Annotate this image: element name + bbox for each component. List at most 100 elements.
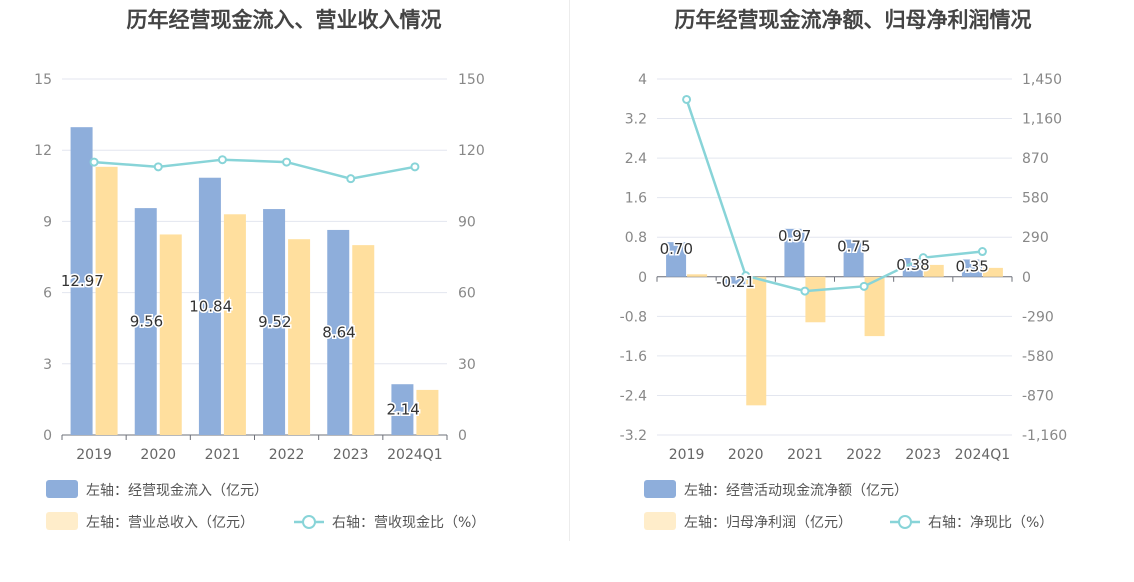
right-legend-swatch [644,512,676,530]
right-legend-label: 右轴：净现比（%） [928,515,1053,531]
left-right-tick-label: 90 [458,214,476,230]
right-bar-s1-2019 [687,274,708,277]
left-bar-s0-2021 [198,177,221,436]
left-bar-s0-2020 [134,208,157,435]
right-legend-swatch [644,480,676,498]
left-chart-panel: 历年经营现金流入、营业收入情况 0 3 6 9 12 15 0 30 60 90 120 150 201… [34,8,485,531]
left-legend-label: 左轴：经营现金流入（亿元） [86,483,268,499]
right-chart-svg: -3.2 -2.4 -1.6 -0.8 0 0.8 1.6 2.4 3.2 4 -1,160 -870… [620,72,1067,531]
right-left-tick-label: -0.8 [620,309,647,325]
left-x-tick-label: 2024Q1 [387,447,443,463]
right-x-tick-label: 2020 [728,447,764,463]
right-data-label: 0.35 [955,257,988,275]
left-bar-s0-2022 [263,209,286,435]
right-bar-s0-2020 [725,276,746,288]
left-x-tick-label: 2021 [205,447,241,463]
right-right-tick-label: 290 [1022,230,1049,246]
left-bar-s0-2024Q1 [391,384,414,435]
right-x-tick-label: 2021 [787,447,823,463]
left-line-point-2024Q1 [410,162,420,172]
right-x-tick-label: 2023 [905,447,941,463]
right-legend-marker-icon [898,515,912,529]
left-left-tick-label: 15 [34,72,52,88]
right-data-label: 0.75 [837,238,870,256]
right-bar-s0-2022 [843,239,864,277]
left-left-tick-label: 9 [43,214,52,230]
right-line-point-2023 [918,253,928,263]
right-bar-s1-2024Q1 [982,267,1003,277]
right-right-tick-label: -290 [1022,309,1054,325]
right-right-tick-label: 0 [1022,270,1031,286]
right-left-tick-label: 0.8 [625,230,647,246]
left-line-point-2019 [89,157,99,167]
left-bar-s1-2024Q1 [416,389,439,435]
left-right-tick-label: 60 [458,286,476,302]
right-right-tick-label: 580 [1022,191,1049,207]
left-data-label: 9.52 [258,313,291,331]
left-left-tick-label: 0 [43,428,52,444]
right-right-tick-label: -580 [1022,349,1054,365]
right-line-point-2024Q1 [977,247,987,257]
right-data-label: 0.70 [660,240,693,258]
right-right-tick-label: -1,160 [1022,428,1067,444]
right-left-tick-label: 2.4 [625,151,647,167]
panel-divider [569,0,570,541]
left-data-label: 2.14 [386,401,419,419]
left-bar-s1-2020 [159,234,182,435]
right-chart-title: 历年经营现金流净额、归母净利润情况 [674,8,1032,32]
left-x-tick-label: 2020 [140,447,176,463]
right-data-label: 0.97 [778,227,811,245]
left-bar-s1-2021 [223,214,246,435]
right-x-tick-label: 2022 [846,447,882,463]
left-legend-marker-icon [302,515,316,529]
left-line-point-2021 [217,155,227,165]
right-line-point-2022 [859,281,869,291]
left-legend-swatch [46,512,78,530]
left-right-tick-label: 150 [458,72,485,88]
left-bar-s1-2019 [95,166,118,435]
left-data-label: 12.97 [61,272,104,290]
left-line-point-2020 [153,162,163,172]
right-left-tick-label: 0 [638,270,647,286]
right-data-label: -0.21 [716,273,755,291]
left-right-tick-label: 120 [458,143,485,159]
left-legend-label: 右轴：营收现金比（%） [332,515,485,531]
right-left-tick-label: -3.2 [620,428,647,444]
left-data-label: 10.84 [189,297,232,315]
left-bar-s1-2022 [288,239,311,435]
right-left-tick-label: 3.2 [625,112,647,128]
right-data-label: 0.38 [896,256,929,274]
right-right-tick-label: -870 [1022,388,1054,404]
right-right-tick-label: 870 [1022,151,1049,167]
left-x-tick-label: 2019 [76,447,112,463]
left-line-point-2023 [346,174,356,184]
right-x-tick-label: 2024Q1 [955,447,1011,463]
left-legend-swatch [46,480,78,498]
left-bar-s0-2019 [70,127,93,436]
left-chart-title: 历年经营现金流入、营业收入情况 [126,8,442,32]
right-bar-s0-2021 [784,228,805,277]
right-bar-s0-2023 [902,257,923,277]
left-left-tick-label: 3 [43,357,52,373]
right-bar-s0-2024Q1 [961,259,982,277]
right-left-tick-label: -1.6 [620,349,647,365]
right-right-tick-label: 1,450 [1022,72,1062,88]
left-data-label: 8.64 [322,323,355,341]
right-line-point-2019 [682,94,692,104]
right-bar-s1-2022 [864,276,885,337]
right-line-point-2021 [800,286,810,296]
right-left-tick-label: 1.6 [625,191,647,207]
right-bar-s1-2023 [923,264,944,277]
left-line-point-2022 [282,157,292,167]
left-left-tick-label: 12 [34,143,52,159]
left-line-series [93,158,416,180]
right-line-point-2020 [741,271,751,281]
right-bar-s1-2020 [746,276,767,406]
right-bar-s1-2021 [805,276,826,323]
right-left-tick-label: 4 [638,72,647,88]
left-x-tick-label: 2023 [333,447,369,463]
right-left-tick-label: -2.4 [620,388,647,404]
left-bar-s0-2023 [327,229,350,435]
right-bar-s0-2019 [666,242,687,277]
